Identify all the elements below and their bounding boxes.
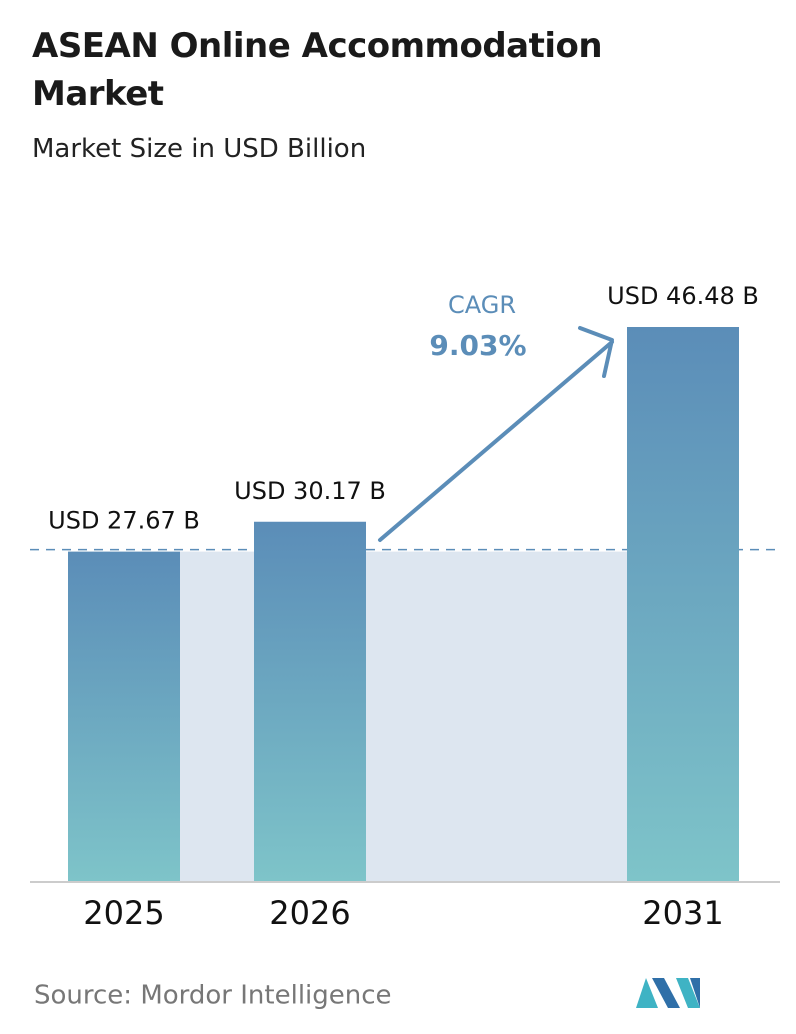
chart-subtitle: Market Size in USD Billion	[32, 134, 367, 164]
cagr-label: CAGR	[448, 291, 516, 319]
bar	[627, 327, 739, 882]
cagr-value: 9.03%	[429, 329, 526, 362]
band	[180, 551, 627, 882]
bar	[68, 551, 180, 882]
cagr-arrow	[378, 340, 614, 542]
bar	[254, 521, 366, 882]
x-tick-label: 2031	[642, 894, 723, 932]
x-tick-label: 2026	[269, 894, 350, 932]
x-tick-label: 2025	[83, 894, 164, 932]
value-label: USD 27.67 B	[48, 507, 200, 535]
value-label: USD 46.48 B	[607, 282, 759, 310]
chart-title: ASEAN Online Accommodation Market	[32, 26, 603, 114]
value-label: USD 30.17 B	[234, 477, 386, 505]
arrow-head	[578, 326, 614, 378]
source: Source: Mordor Intelligence	[34, 981, 392, 1011]
logo	[636, 978, 700, 1008]
